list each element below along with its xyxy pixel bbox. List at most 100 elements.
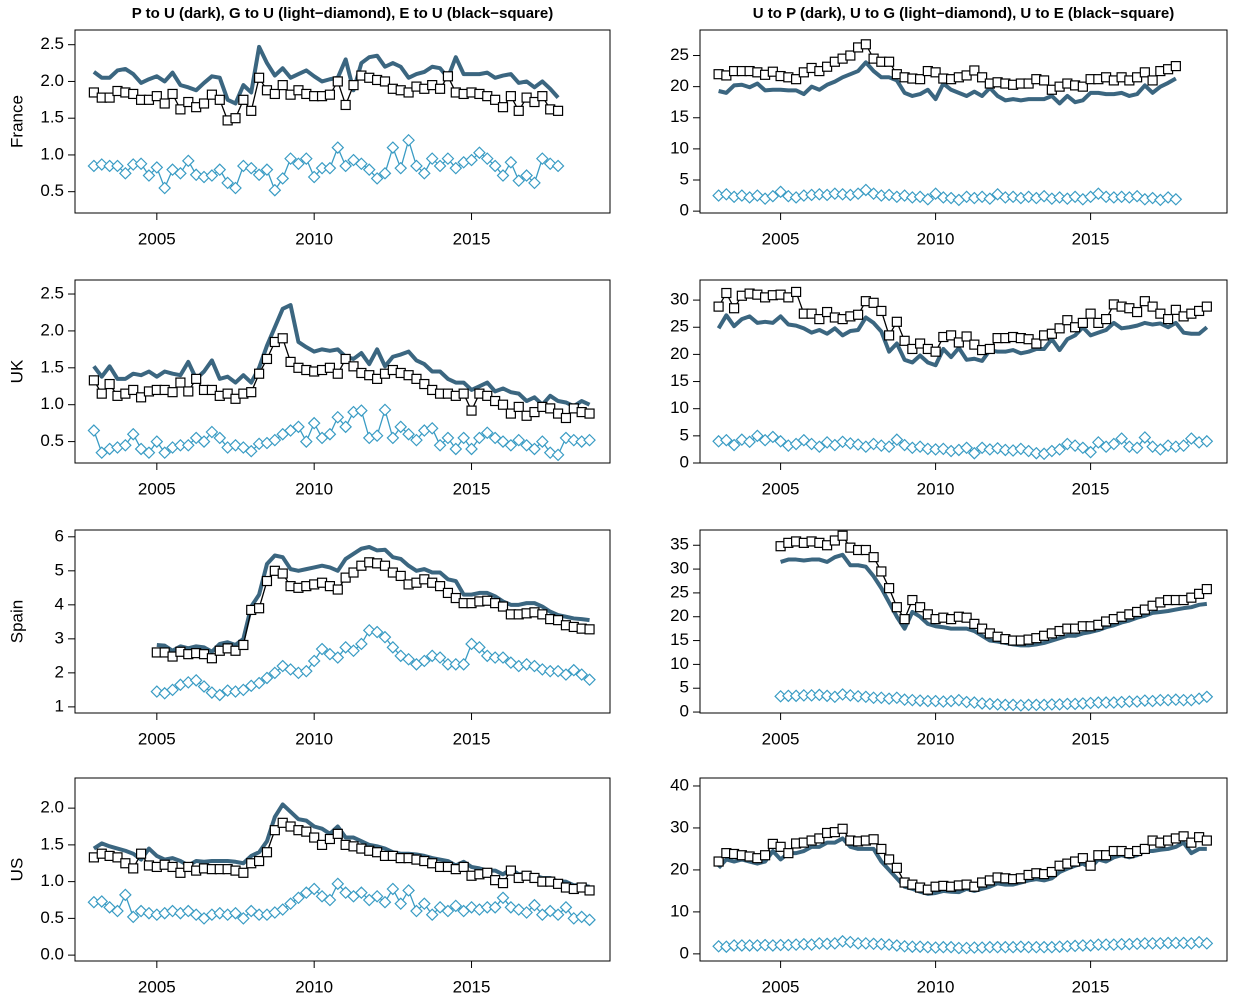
diamond-marker — [551, 448, 565, 462]
square-marker — [450, 592, 461, 604]
square-marker — [458, 388, 469, 399]
diamond-marker — [968, 696, 981, 709]
square-marker — [497, 877, 509, 889]
diamond-marker — [504, 438, 518, 452]
square-marker — [332, 828, 343, 839]
square-marker — [876, 566, 887, 577]
diamond-marker — [875, 439, 888, 452]
x-tick-label: 2015 — [1072, 479, 1110, 498]
square-marker — [860, 544, 871, 556]
square-marker — [88, 87, 99, 98]
diamond-marker — [158, 181, 172, 195]
diamond-marker — [735, 433, 749, 446]
plot-frame — [699, 529, 1228, 714]
x-tick-label: 2010 — [295, 729, 333, 748]
diamond-marker — [535, 152, 549, 165]
square-marker — [907, 343, 918, 355]
square-marker — [379, 76, 391, 87]
square-marker — [545, 403, 556, 414]
square-marker — [584, 408, 595, 419]
diamond-marker — [205, 425, 219, 439]
x-tick-label: 2015 — [1072, 229, 1110, 248]
square-marker — [120, 858, 131, 869]
y-axis-label: France — [7, 95, 26, 148]
diamond-marker — [166, 683, 179, 697]
y-tick-label: 5 — [55, 560, 64, 579]
diamond-marker — [197, 680, 211, 693]
diamond-marker — [260, 671, 274, 685]
diamond-marker — [292, 891, 305, 905]
diamond-marker — [181, 438, 195, 452]
diamond-marker — [1030, 446, 1043, 460]
square-marker — [96, 388, 107, 399]
diamond-marker — [720, 187, 733, 201]
diamond-marker — [268, 666, 282, 680]
diamond-marker — [417, 166, 431, 180]
diamond-marker — [575, 668, 589, 681]
diamond-marker — [813, 440, 826, 454]
diamond-marker — [999, 443, 1012, 457]
square-marker — [254, 855, 265, 867]
diamond-marker — [983, 697, 997, 711]
diamond-marker — [559, 668, 573, 681]
diamond-marker — [1161, 191, 1175, 204]
diamond-marker — [882, 440, 896, 454]
square-marker — [497, 601, 509, 612]
diamond-marker — [276, 903, 290, 916]
square-marker — [713, 856, 724, 867]
y-tick-label: 0 — [680, 452, 689, 471]
diamond-marker — [441, 431, 455, 445]
square-marker — [1139, 843, 1150, 855]
square-marker — [261, 575, 273, 587]
square-marker — [167, 88, 178, 100]
square-marker — [458, 861, 469, 873]
diamond-marker — [355, 157, 368, 171]
square-marker — [151, 91, 162, 102]
square-marker — [969, 339, 980, 350]
x-tick-label: 2005 — [762, 229, 800, 248]
square-marker — [914, 338, 926, 349]
square-marker — [135, 392, 147, 403]
square-marker — [513, 105, 524, 116]
square-marker — [175, 104, 186, 115]
diamond-marker — [520, 169, 533, 182]
diamond-marker — [1107, 437, 1121, 451]
diamond-marker — [213, 163, 227, 176]
square-marker — [175, 867, 186, 878]
diamond-marker — [480, 649, 494, 663]
diamond-marker — [551, 159, 565, 173]
square-marker — [806, 308, 817, 319]
plot-frame — [74, 529, 611, 714]
square-marker — [899, 614, 910, 625]
diamond-marker — [378, 895, 392, 909]
diamond-marker — [496, 169, 510, 182]
y-axis-label: UK — [7, 359, 26, 383]
square-marker — [790, 286, 802, 298]
diamond-marker — [370, 889, 384, 903]
diamond-marker — [921, 192, 935, 206]
square-marker — [821, 306, 833, 318]
square-marker — [254, 603, 265, 614]
series-line — [780, 535, 1208, 642]
square-marker — [128, 863, 139, 874]
diamond-marker — [417, 654, 431, 668]
diamond-marker — [307, 882, 321, 896]
diamond-marker — [1169, 192, 1183, 206]
square-marker — [961, 612, 972, 623]
diamond-marker — [197, 435, 211, 448]
square-marker — [1201, 835, 1212, 846]
square-marker — [324, 362, 336, 373]
diamond-marker — [528, 898, 541, 912]
diamond-marker — [1022, 190, 1035, 204]
y-tick-label: 10 — [670, 138, 689, 157]
diamond-marker — [237, 683, 250, 697]
diamond-marker — [813, 688, 826, 702]
x-tick-label: 2005 — [138, 977, 176, 996]
square-marker — [238, 94, 249, 105]
diamond-marker — [820, 689, 834, 703]
diamond-marker — [229, 906, 242, 920]
square-marker — [254, 368, 265, 379]
square-marker — [434, 581, 446, 592]
diamond-marker — [292, 157, 305, 171]
